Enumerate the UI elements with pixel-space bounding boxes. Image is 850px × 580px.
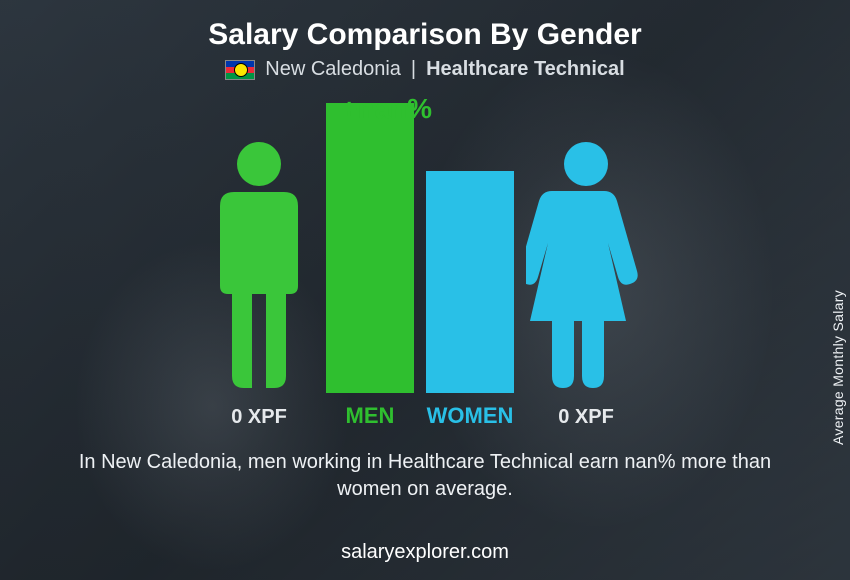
men-bar [326,103,414,393]
women-bar [426,171,514,393]
male-icon [204,136,314,396]
footer-source: salaryexplorer.com [0,541,850,564]
subtitle-row: New Caledonia | Healthcare Technical [225,58,624,81]
flag-icon [225,60,255,80]
women-bar-label: WOMEN [427,403,514,429]
women-salary-value: 0 XPF [558,406,614,429]
y-axis-label: Average Monthly Salary [830,290,846,445]
percent-diff-label: +nan% [341,93,432,125]
female-icon [526,136,646,396]
chart-area: +nan% 0 XPF MEN WOMEN [145,99,705,429]
men-bar-label: MEN [346,403,395,429]
men-figure-col: 0 XPF [204,136,314,429]
men-salary-value: 0 XPF [231,406,287,429]
country-label: New Caledonia [265,58,401,81]
description-text: In New Caledonia, men working in Healthc… [55,449,795,503]
separator: | [411,58,416,81]
sector-label: Healthcare Technical [426,58,625,81]
men-bar-col: MEN [326,103,414,429]
women-bar-col: WOMEN [426,171,514,429]
page-title: Salary Comparison By Gender [208,18,641,52]
main-container: Salary Comparison By Gender New Caledoni… [0,0,850,580]
women-figure-col: 0 XPF [526,136,646,429]
